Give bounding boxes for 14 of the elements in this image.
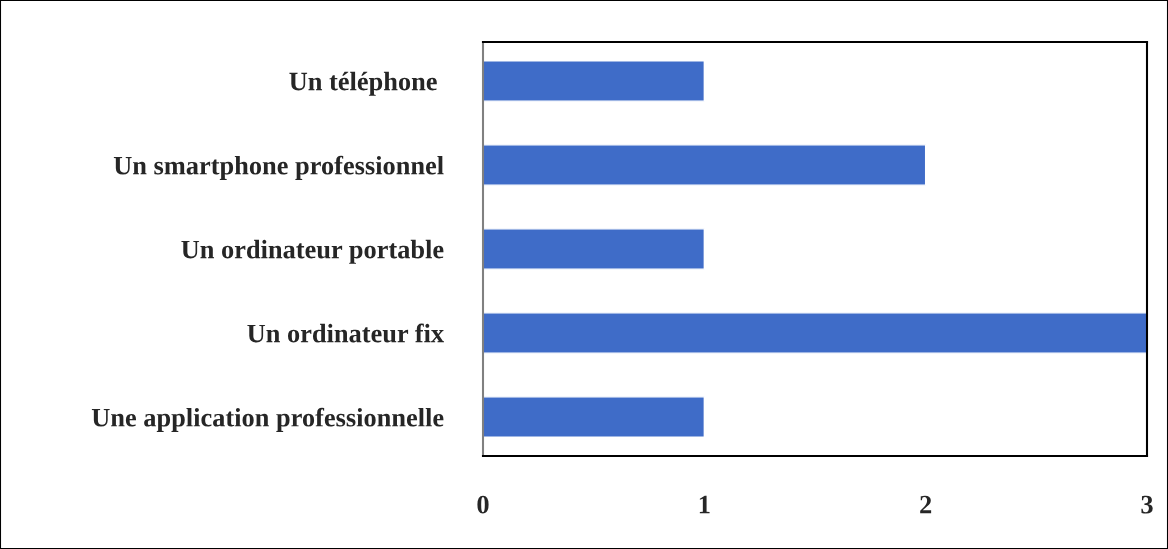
bar: [483, 60, 706, 102]
bar: [483, 144, 927, 186]
y-tick-label: Un téléphone: [289, 71, 437, 96]
bar: [483, 396, 706, 438]
x-tick-label: 2: [920, 495, 932, 514]
x-tick-label: 1: [699, 495, 710, 514]
y-tick-label: Un ordinateur portable: [181, 239, 444, 264]
y-tick-label: Un ordinateur fix: [247, 323, 444, 343]
bar: [483, 228, 706, 270]
y-tick-label: Un smartphone professionnel: [113, 155, 444, 180]
x-tick-label: 0: [477, 495, 489, 514]
bar: [483, 312, 1147, 354]
y-tick-label: Une application professionnelle: [91, 407, 444, 432]
x-tick-label: 3: [1141, 495, 1153, 514]
